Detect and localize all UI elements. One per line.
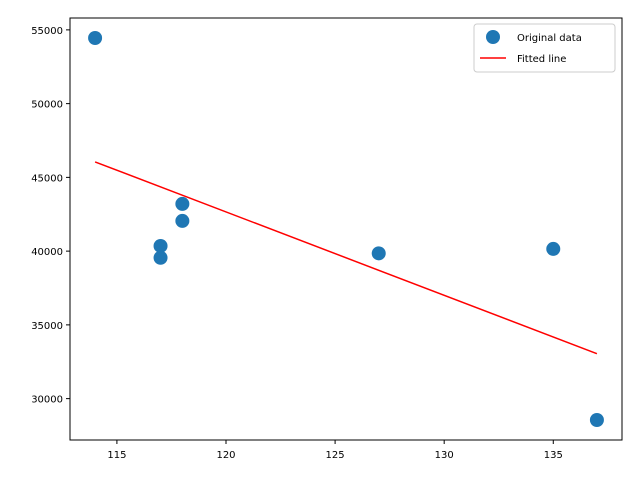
data-point-1	[88, 30, 103, 45]
x-tick-label-120: 120	[216, 450, 235, 461]
y-tick-label-35000: 35000	[31, 321, 63, 332]
x-tick-label-130: 130	[435, 450, 454, 461]
y-tick-label-30000: 30000	[31, 395, 63, 406]
data-points-layer	[88, 30, 604, 428]
y-tick-label-45000: 45000	[31, 173, 63, 184]
data-point-3	[153, 250, 168, 265]
y-axis-ticks: 30000 35000 40000 45000 50000 55000	[31, 26, 70, 406]
data-point-6	[371, 246, 386, 261]
data-point-5	[175, 213, 190, 228]
fitted-line	[94, 161, 598, 355]
legend-swatch-original-data-marker	[486, 30, 500, 44]
data-point-7	[546, 241, 561, 256]
x-tick-label-125: 125	[326, 450, 345, 461]
legend: Original data Fitted line	[473, 23, 616, 73]
y-tick-label-55000: 55000	[31, 26, 63, 37]
legend-label-original-data: Original data	[517, 33, 582, 44]
x-tick-label-115: 115	[107, 450, 126, 461]
data-point-4	[175, 196, 190, 211]
y-tick-label-40000: 40000	[31, 247, 63, 258]
legend-label-fitted-line: Fitted line	[517, 54, 566, 65]
legend-box	[473, 23, 616, 73]
axes-frame	[69, 17, 623, 441]
x-tick-label-135: 135	[544, 450, 563, 461]
fitted-line-layer	[94, 161, 598, 355]
plot-area	[70, 18, 622, 440]
data-point-8	[589, 413, 604, 428]
y-tick-label-50000: 50000	[31, 100, 63, 111]
data-point-2	[153, 238, 168, 253]
x-axis-ticks: 115 120 125 130 135	[107, 440, 563, 461]
